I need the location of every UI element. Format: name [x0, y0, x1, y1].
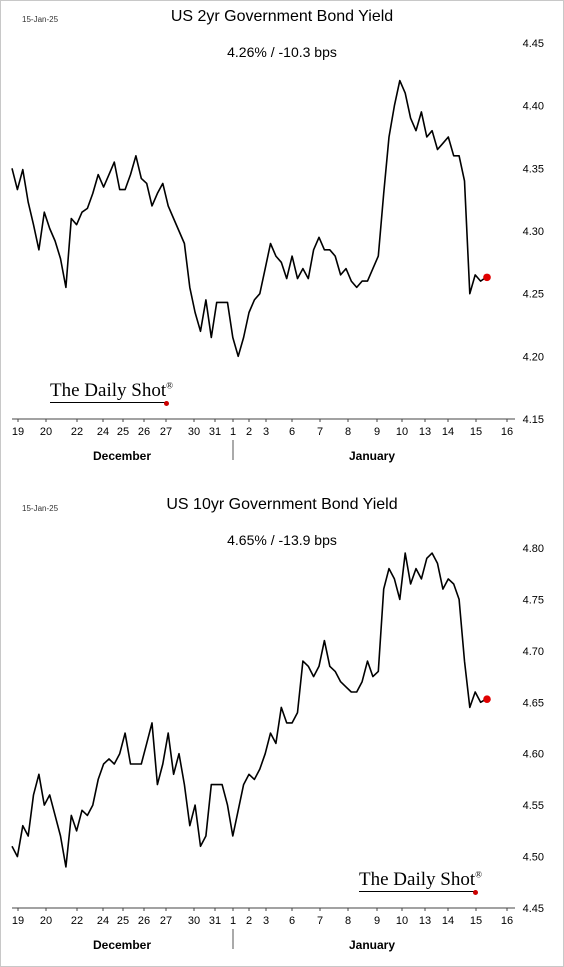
chart-2yr-yield: 4.45 4.40 4.35 4.30 4.25 4.20 4.15 19 20 22 24 25 26…	[0, 0, 564, 480]
x-tick-label: 1	[230, 915, 236, 927]
x-tick-label: 25	[117, 426, 129, 438]
y-tick-label: 4.45	[523, 38, 544, 50]
x-tick-label: 15	[470, 915, 482, 927]
x-tick-label: 9	[374, 426, 380, 438]
y-tick-label: 4.30	[523, 226, 544, 238]
x-tick-label: 14	[442, 915, 454, 927]
series-line	[11, 552, 487, 868]
x-tick-label: 19	[12, 426, 24, 438]
chart-title: US 10yr Government Bond Yield	[166, 496, 398, 513]
month-label: January	[349, 449, 395, 463]
brand-underline	[359, 891, 476, 892]
brand-dot	[472, 890, 478, 895]
y-tick-label: 4.55	[523, 800, 544, 812]
brand-mark: ®	[475, 869, 482, 880]
x-tick-label: 24	[97, 915, 109, 927]
y-tick-label: 4.15	[523, 414, 544, 426]
chart-10yr-yield: 4.80 4.75 4.70 4.65 4.60 4.55 4.50 4.45 19 20 22 24…	[0, 487, 564, 967]
y-tick-label: 4.50	[523, 852, 544, 864]
y-tick-label: 4.45	[523, 903, 544, 915]
x-tick-label: 8	[345, 426, 351, 438]
x-tick-label: 31	[209, 426, 221, 438]
x-tick-label: 20	[40, 426, 52, 438]
y-tick-label: 4.40	[523, 101, 544, 113]
last-value-marker	[483, 695, 491, 703]
chart-subtitle: 4.65% / -13.9 bps	[227, 532, 337, 548]
y-tick-label: 4.35	[523, 163, 544, 175]
y-tick-label: 4.65	[523, 697, 544, 709]
brand-underline	[50, 402, 167, 403]
last-value-marker	[483, 273, 491, 282]
x-tick-label: 24	[97, 426, 109, 438]
x-tick-label: 30	[188, 915, 200, 927]
x-tick-label: 27	[160, 915, 172, 927]
x-tick-label: 7	[317, 426, 323, 438]
x-tick-label: 6	[289, 426, 295, 438]
x-tick-label: 31	[209, 915, 221, 927]
brand-mark: ®	[166, 380, 173, 391]
x-tick-label: 19	[12, 915, 24, 927]
x-tick-label: 3	[263, 426, 269, 438]
month-label: January	[349, 938, 395, 952]
brand-name: The Daily Shot	[359, 869, 476, 890]
brand-logo: The Daily Shot®	[50, 380, 173, 406]
y-tick-label: 4.60	[523, 749, 544, 761]
x-tick-label: 22	[71, 915, 83, 927]
x-tick-label: 22	[71, 426, 83, 438]
x-tick-label: 30	[188, 426, 200, 438]
brand-dot	[163, 401, 169, 406]
y-tick-label: 4.80	[523, 543, 544, 555]
x-tick-label: 9	[374, 915, 380, 927]
chart-subtitle: 4.26% / -10.3 bps	[227, 44, 337, 60]
brand-name: The Daily Shot	[50, 380, 167, 401]
x-tick-label: 13	[419, 915, 431, 927]
date-stamp: 15-Jan-25	[22, 504, 59, 513]
x-tick-label: 3	[263, 915, 269, 927]
x-tick-label: 27	[160, 426, 172, 438]
x-tick-label: 16	[501, 426, 513, 438]
x-tick-label: 10	[396, 426, 408, 438]
x-tick-label: 14	[442, 426, 454, 438]
month-label: December	[93, 449, 151, 463]
x-tick-label: 1	[230, 426, 236, 438]
x-tick-label: 7	[317, 915, 323, 927]
x-tick-label: 6	[289, 915, 295, 927]
chart-title: US 2yr Government Bond Yield	[170, 8, 394, 25]
x-tick-label: 2	[246, 426, 252, 438]
y-tick-label: 4.20	[523, 351, 544, 363]
x-tick-label: 10	[396, 915, 408, 927]
y-tick-label: 4.25	[523, 289, 544, 301]
x-tick-label: 2	[246, 915, 252, 927]
x-tick-label: 26	[138, 426, 150, 438]
brand-logo: The Daily Shot®	[359, 869, 482, 895]
x-tick-label: 25	[117, 915, 129, 927]
x-tick-label: 16	[501, 915, 513, 927]
x-tick-label: 13	[419, 426, 431, 438]
series-line	[11, 79, 487, 358]
y-tick-label: 4.75	[523, 594, 544, 606]
x-tick-label: 15	[470, 426, 482, 438]
x-tick-label: 26	[138, 915, 150, 927]
month-label: December	[93, 938, 151, 952]
y-tick-label: 4.70	[523, 646, 544, 658]
x-tick-label: 20	[40, 915, 52, 927]
date-stamp: 15-Jan-25	[22, 15, 59, 24]
x-tick-label: 8	[345, 915, 351, 927]
